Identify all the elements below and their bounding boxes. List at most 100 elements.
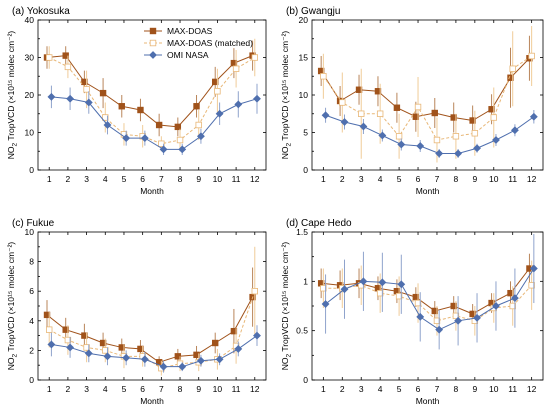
legend-marker	[149, 27, 157, 35]
y-axis-label-rest: TropVCD (×10¹⁵ molec cm⁻²)	[6, 242, 16, 354]
data-point	[376, 110, 384, 117]
x-tick-label: 7	[435, 384, 440, 394]
y-axis-label-prefix: NO	[6, 146, 16, 159]
data-point	[529, 112, 538, 121]
data-point	[431, 109, 438, 117]
x-tick-label: 6	[140, 384, 145, 394]
data-point	[83, 86, 90, 93]
data-point	[431, 307, 438, 315]
data-point	[158, 140, 165, 147]
data-point	[416, 312, 425, 321]
data-point	[43, 311, 51, 319]
data-point	[320, 285, 327, 292]
series-line	[320, 57, 530, 122]
data-point	[234, 100, 243, 109]
y-tick-label: 0	[29, 165, 34, 175]
panel-title: (a) Yokosuka	[12, 6, 70, 17]
x-tick-label: 10	[489, 384, 499, 394]
data-point	[103, 121, 112, 129]
panel-title: (d) Cape Hedo	[286, 218, 352, 229]
data-point	[414, 103, 422, 111]
data-point	[395, 292, 403, 300]
x-tick-label: 12	[527, 174, 537, 184]
x-tick-label: 5	[122, 174, 127, 184]
data-point	[414, 299, 422, 307]
data-point	[374, 88, 382, 95]
y-axis-label-sub: 2	[12, 354, 19, 358]
x-tick-label: 2	[66, 174, 71, 184]
data-point	[81, 78, 88, 86]
legend: MAX-DOAS MAX-DOAS (matched) OMI NASA	[144, 26, 253, 60]
data-point	[62, 326, 69, 333]
y-tick-label: 1.5	[296, 227, 308, 237]
x-tick-label: 4	[378, 174, 383, 184]
data-point	[473, 313, 481, 322]
x-tick-label: 1	[321, 174, 326, 184]
data-point	[395, 133, 403, 140]
data-point	[84, 98, 93, 107]
data-point	[47, 92, 56, 101]
legend-marker	[149, 39, 157, 47]
y-axis-label-rest: TropVCD (×10¹⁵ molec cm⁻²)	[280, 242, 290, 354]
data-point	[376, 289, 384, 297]
data-point	[174, 123, 182, 131]
data-point	[435, 325, 444, 334]
data-point	[355, 86, 363, 93]
data-point	[174, 353, 182, 360]
x-tick-label: 1	[321, 384, 326, 394]
data-point	[47, 340, 56, 349]
data-point	[510, 294, 519, 303]
y-axis-label: NO2 TropVCD (×10¹⁵ molec cm⁻²)	[280, 242, 293, 371]
data-point	[359, 122, 368, 131]
x-tick-label: 4	[103, 384, 108, 394]
data-point	[253, 331, 261, 340]
data-point	[212, 78, 219, 86]
series-line	[325, 268, 535, 331]
x-tick-label: 8	[178, 174, 183, 184]
data-point	[450, 302, 457, 310]
data-point	[137, 106, 144, 114]
y-tick-label: 4	[29, 316, 34, 326]
data-point	[416, 142, 425, 150]
x-tick-label: 9	[472, 384, 477, 394]
data-point	[81, 332, 88, 339]
data-point	[118, 103, 125, 110]
data-point	[397, 280, 406, 289]
data-point	[103, 352, 112, 361]
data-point	[528, 52, 535, 60]
x-tick-label: 6	[416, 174, 421, 184]
legend-label-omi: OMI NASA	[167, 50, 209, 60]
data-point	[340, 118, 349, 126]
y-axis-label-rest: TropVCD (×10¹⁵ molec cm⁻²)	[280, 31, 290, 143]
series-line	[48, 57, 256, 145]
y-tick-label: 10	[25, 227, 35, 237]
series-omi	[321, 107, 538, 158]
x-tick-label: 2	[66, 384, 71, 394]
data-point	[510, 126, 519, 135]
series-matched	[320, 260, 535, 336]
data-point	[454, 316, 463, 325]
data-point	[140, 355, 149, 364]
data-point	[159, 145, 168, 154]
data-point	[509, 65, 516, 72]
x-axis-label: Month	[416, 186, 440, 196]
data-point	[62, 52, 69, 59]
data-point	[196, 356, 205, 365]
legend-label-matched: MAX-DOAS (matched)	[167, 38, 253, 48]
data-point	[159, 362, 168, 371]
series-omi	[47, 83, 261, 155]
data-point	[212, 339, 219, 347]
x-tick-label: 10	[213, 174, 223, 184]
series-line	[325, 114, 535, 154]
data-point	[214, 88, 221, 95]
series-line	[46, 296, 254, 363]
legend-marker	[149, 51, 157, 59]
x-tick-label: 5	[397, 174, 402, 184]
x-tick-label: 8	[454, 174, 459, 184]
series-line	[46, 55, 253, 128]
x-tick-label: 10	[489, 174, 499, 184]
series-line	[322, 55, 532, 141]
